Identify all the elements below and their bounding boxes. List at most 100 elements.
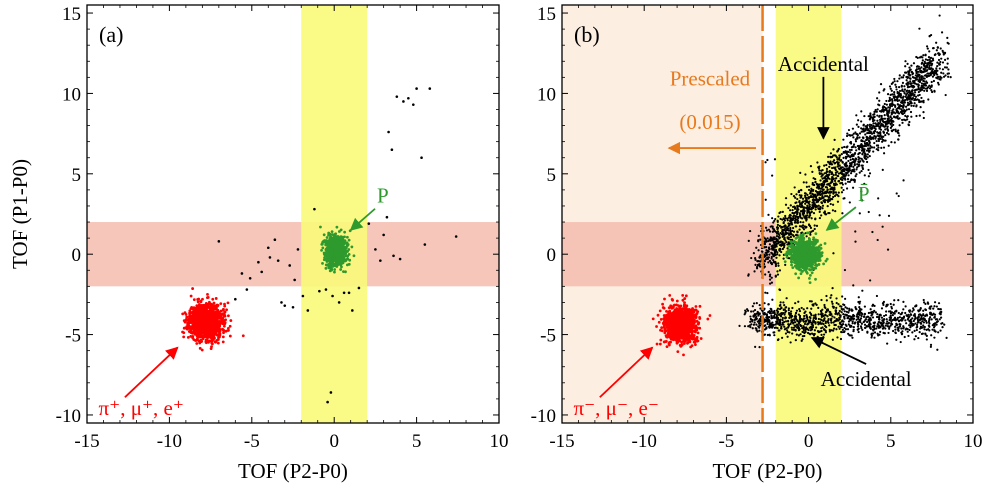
accidental-point — [861, 128, 864, 131]
accidental-point — [844, 155, 847, 158]
cluster-point-pi-mu-e — [204, 308, 208, 312]
accidental-point — [868, 172, 872, 175]
accidental-point — [886, 112, 889, 115]
accidental-point — [898, 134, 901, 137]
accidental-point — [928, 35, 931, 38]
accidental-point — [801, 206, 805, 209]
accidental-point — [887, 99, 891, 103]
accidental-point — [775, 235, 779, 238]
accidental-point — [930, 89, 933, 92]
accidental-point — [843, 145, 846, 149]
accidental-point — [883, 314, 886, 318]
accidental-point — [820, 183, 824, 187]
accidental-point — [814, 317, 818, 320]
accidental-point — [822, 333, 826, 336]
accidental-point — [910, 104, 913, 107]
cluster-point-P — [342, 256, 345, 260]
accidental-point — [342, 291, 346, 295]
accidental-point — [819, 179, 822, 182]
cluster-point-pi-mu-e — [209, 333, 213, 337]
accidental-point — [887, 115, 890, 118]
accidental-point — [892, 128, 895, 131]
accidental-point — [924, 58, 928, 61]
accidental-point — [834, 210, 837, 213]
accidental-point — [853, 152, 856, 156]
accidental-point — [288, 264, 292, 267]
accidental-point — [771, 217, 774, 220]
accidental-point — [861, 152, 864, 155]
accidental-point — [799, 220, 802, 224]
accidental-point — [847, 159, 850, 163]
accidental-point — [830, 171, 833, 174]
cluster-point-P — [339, 251, 342, 255]
cluster-point-P — [324, 266, 328, 270]
accidental-point — [848, 180, 851, 183]
accidental-point — [915, 55, 918, 59]
accidental-point — [773, 238, 776, 241]
accidental-point — [914, 74, 917, 77]
cluster-point-pi-mu-e — [205, 311, 209, 315]
accidental-point — [293, 278, 296, 282]
accidental-point — [928, 67, 931, 71]
accidental-point — [909, 82, 912, 85]
cluster-point-pi-mu-e — [211, 297, 215, 301]
accidental-point — [904, 71, 907, 74]
accidental-point — [772, 247, 775, 250]
accidental-point — [831, 176, 834, 179]
accidental-point — [941, 61, 945, 64]
y-tick-label: 10 — [62, 84, 81, 105]
accidental-point — [772, 221, 775, 224]
accidental-point — [809, 226, 813, 229]
cluster-point-pi-mu-e — [207, 318, 211, 322]
cluster-point-pi-mu-e — [217, 310, 221, 314]
accidental-point — [754, 263, 757, 267]
accidental-point — [900, 101, 904, 105]
accidental-point — [806, 193, 809, 196]
accidental-point — [828, 199, 831, 202]
accidental-point — [398, 257, 402, 261]
accidental-point — [920, 78, 924, 81]
accidental-point — [901, 112, 904, 116]
accidental-point — [869, 112, 872, 115]
accidental-point — [331, 294, 334, 298]
accidental-point — [879, 330, 882, 334]
accidental-point — [860, 190, 863, 193]
cluster-point-P — [322, 233, 326, 237]
accidental-point — [827, 155, 830, 158]
accidental-point — [921, 59, 924, 62]
accidental-point — [906, 82, 910, 86]
accidental-point — [769, 237, 773, 240]
cluster-point-pi-mu-e — [219, 302, 223, 306]
cluster-point-P — [333, 264, 337, 268]
accidental-point — [897, 138, 900, 141]
accidental-point — [387, 130, 390, 134]
accidental-point — [765, 229, 769, 232]
accidental-point — [936, 46, 939, 49]
accidental-point — [266, 246, 270, 250]
accidental-point — [918, 67, 922, 70]
cluster-point-pi-mu-e — [206, 292, 209, 296]
accidental-point — [790, 233, 793, 236]
accidental-point — [946, 57, 949, 60]
accidental-point — [802, 181, 805, 184]
accidental-point — [838, 309, 841, 313]
accidental-point — [793, 221, 797, 224]
cluster-point-P — [334, 248, 337, 252]
accidental-point — [809, 316, 812, 320]
cluster-point-pi-mu-e — [196, 298, 200, 301]
cluster-point-pi-mu-e — [224, 318, 228, 322]
accidental-point — [851, 153, 855, 156]
accidental-point — [849, 172, 853, 175]
accidental-point — [857, 119, 860, 122]
cluster-point-pi-mu-e — [223, 322, 227, 325]
accidental-point — [858, 160, 861, 163]
accidental-point — [825, 171, 828, 174]
cluster-point-pi-mu-e — [191, 336, 195, 340]
cluster-point-P — [344, 245, 348, 249]
accidental-point — [814, 181, 817, 184]
accidental-point — [804, 173, 807, 176]
cluster-point-P — [320, 248, 323, 252]
accidental-point — [941, 49, 944, 52]
accidental-point — [786, 330, 789, 334]
cluster-point-P — [325, 240, 329, 244]
